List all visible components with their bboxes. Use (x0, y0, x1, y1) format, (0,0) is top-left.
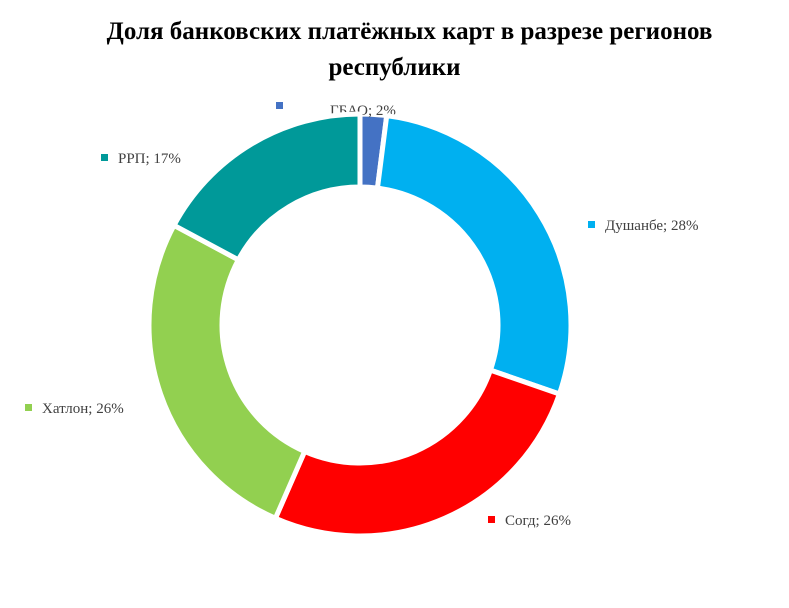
data-label-4: РРП; 17% (118, 151, 181, 167)
data-label-3: Хатлон; 26% (42, 401, 124, 417)
data-label-marker-2 (488, 516, 495, 523)
donut-slice-1 (374, 112, 574, 398)
data-label-1: Душанбе; 28% (605, 218, 698, 234)
data-label-marker-3 (25, 404, 32, 411)
data-label-marker-4 (101, 154, 108, 161)
chart-title: Доля банковских платёжных карт в разрезе… (0, 14, 789, 86)
chart-title-line-2: республики (328, 54, 461, 81)
donut-slice-3 (146, 221, 308, 522)
data-label-marker-0 (276, 102, 283, 109)
data-label-2: Согд; 26% (505, 513, 571, 529)
donut-slice-2 (272, 366, 563, 539)
chart-title-line-1: Доля банковских платёжных карт в разрезе… (106, 18, 713, 45)
donut-slice-4 (170, 111, 363, 264)
data-label-marker-1 (588, 221, 595, 228)
